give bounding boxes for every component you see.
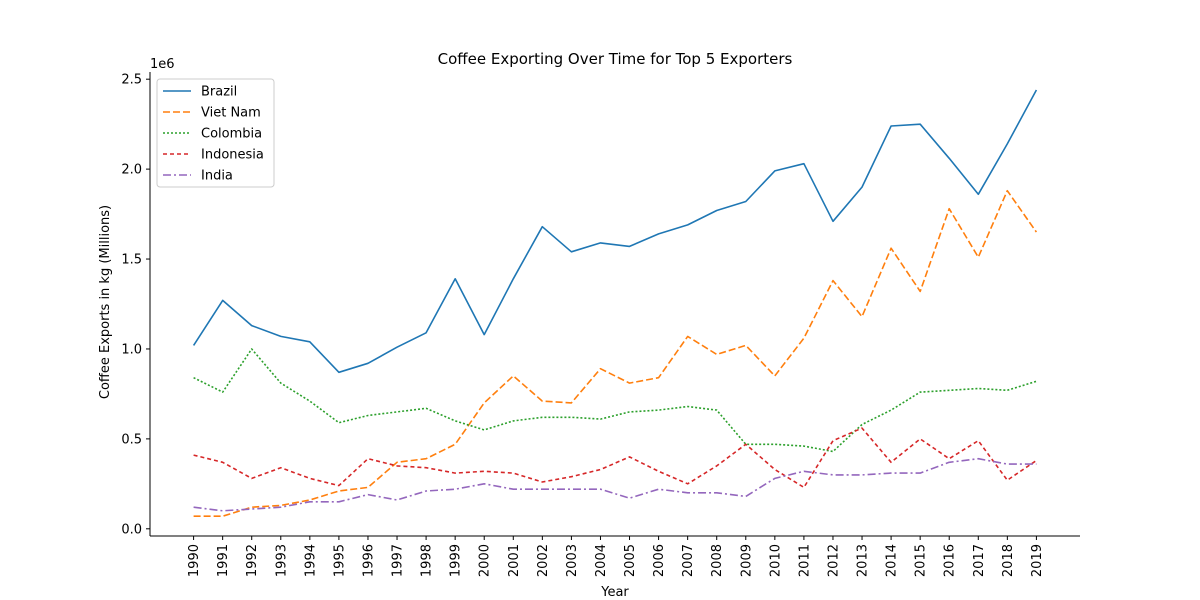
x-tick-label: 1997 [391,544,406,577]
x-tick-label: 2010 [768,544,783,577]
y-tick-label: 2.0 [121,163,142,178]
series-line-viet-nam [193,189,1038,518]
y-tick-label: 0.0 [121,522,142,537]
x-tick-label: 2002 [536,544,551,577]
x-tick-label: 2016 [943,544,958,577]
x-tick-label: 1993 [274,544,289,577]
x-tick-label: 1994 [303,544,318,577]
legend: Brazil Viet Nam Colombia Indonesia India [156,78,275,188]
series-line-india [193,457,1037,512]
legend-entry: Indonesia [201,148,264,163]
x-tick-label: 2013 [856,544,871,577]
series-line-brazil [192,89,1038,374]
x-tick-label: 2005 [623,544,638,577]
y-axis-label: Coffee Exports in kg (Millions) [98,205,113,399]
x-tick-label: 2015 [914,544,929,577]
legend-entry: Viet Nam [201,106,261,121]
series-line-colombia [193,348,1037,453]
x-tick-label: 2001 [507,544,522,577]
x-tick-label: 1998 [420,544,435,577]
legend-frame [156,78,275,188]
x-axis-label: Year [600,585,629,600]
x-tick-label: 2019 [1030,544,1045,577]
legend-entry: Brazil [201,85,237,100]
legend-entry: India [201,169,233,184]
y-tick-label: 1.0 [121,342,142,357]
x-tick-label: 2014 [885,544,900,577]
x-tick-label: 2004 [594,544,609,577]
x-tick-label: 2017 [972,544,987,577]
y-offset-label: 1e6 [150,57,175,72]
x-tick-label: 2018 [1001,544,1016,577]
x-tick-label: 1992 [245,544,260,577]
x-tick-label: 1999 [449,544,464,577]
series-line-indonesia [193,427,1037,489]
x-tick-label: 2012 [826,544,841,577]
series-layer [192,89,1038,518]
x-tick-label: 2000 [478,544,493,577]
x-tick-label: 1990 [187,544,202,577]
x-tick-label: 2007 [681,544,696,577]
legend-entry: Colombia [201,127,262,142]
x-tick-label: 2011 [797,544,812,577]
chart-title: Coffee Exporting Over Time for Top 5 Exp… [438,50,793,68]
y-tick-label: 2.5 [121,73,142,88]
x-tick-label: 2009 [739,544,754,577]
axes: 1990 1991 1992 1993 1994 1995 1996 1997 1998 1999… [121,72,1080,577]
x-tick-label: 1996 [361,544,376,577]
y-tick-label: 0.5 [121,432,142,447]
x-tick-label: 2008 [710,544,725,577]
x-tick-label: 2006 [652,544,667,577]
x-tick-label: 1995 [332,544,347,577]
x-tick-label: 2003 [565,544,580,577]
y-tick-label: 1.5 [121,253,142,268]
x-tick-label: 1991 [216,544,231,577]
